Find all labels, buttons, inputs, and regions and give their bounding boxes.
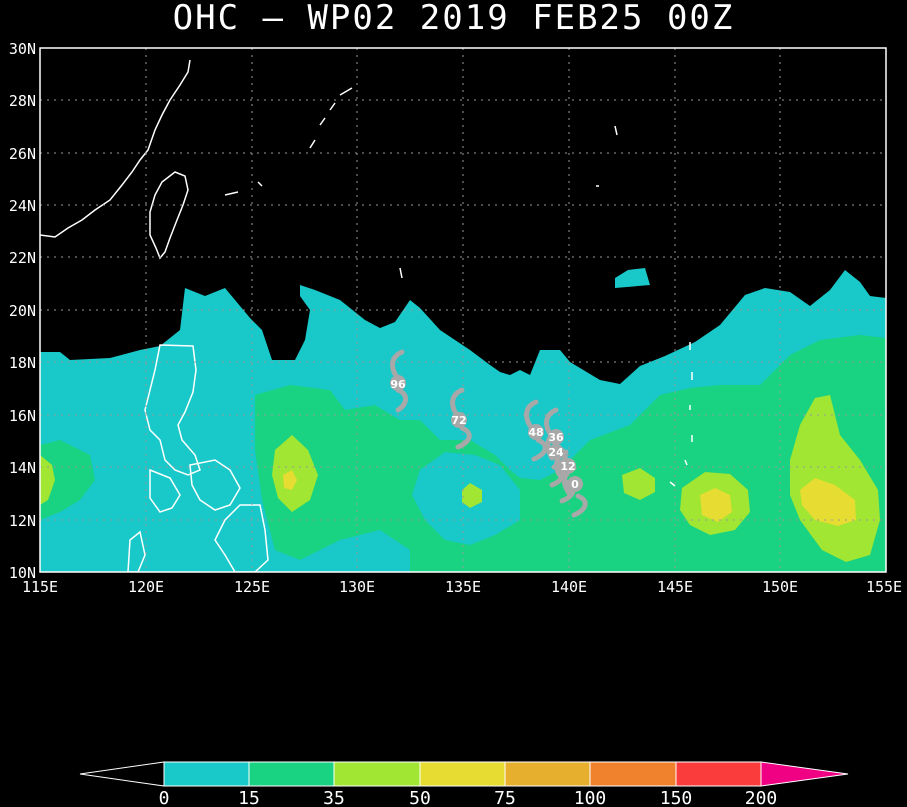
colorbar-segment	[163, 761, 250, 787]
map-frame	[39, 47, 887, 573]
map-title: OHC – WP02 2019 FEB25 00Z	[172, 0, 735, 38]
lon-label: 125E	[234, 578, 270, 596]
colorbar-label: 75	[494, 788, 516, 807]
lon-label: 140E	[551, 578, 587, 596]
lon-label: 150E	[762, 578, 798, 596]
colorbar-segment	[589, 761, 677, 787]
colorbar-segment	[504, 761, 591, 787]
track-label-48: 48	[528, 426, 543, 439]
storm-track-labels: 96 72 48 36 24 12 0	[390, 375, 583, 492]
ohc-region-35-50	[40, 395, 880, 562]
lon-label: 135E	[445, 578, 481, 596]
ohc-region-0-15-patch	[615, 268, 650, 288]
lon-label: 120E	[128, 578, 164, 596]
lat-label: 24N	[9, 197, 36, 215]
colorbar: 0 15 35 50 75 100 150 200	[79, 761, 849, 807]
lon-label: 115E	[22, 578, 58, 596]
colorbar-segment	[419, 761, 506, 787]
track-label-0: 0	[571, 478, 579, 491]
track-label-96: 96	[390, 378, 406, 391]
ryukyu-islands	[224, 87, 353, 196]
track-label-36: 36	[548, 431, 564, 444]
colorbar-label: 100	[574, 788, 607, 807]
ohc-region-50-75	[283, 470, 856, 526]
colorbar-label: 200	[745, 788, 778, 807]
visayas-coast	[127, 459, 269, 572]
colorbar-left-arrow	[79, 761, 165, 787]
colorbar-label: 35	[323, 788, 345, 807]
mariana-islands	[669, 342, 693, 487]
colorbar-segment	[675, 761, 762, 787]
lat-label: 30N	[9, 40, 36, 58]
lat-label: 20N	[9, 302, 36, 320]
lon-label: 155E	[866, 578, 902, 596]
track-label-24: 24	[548, 446, 564, 459]
colorbar-segment	[248, 761, 335, 787]
lat-label: 22N	[9, 249, 36, 267]
lon-label: 145E	[657, 578, 693, 596]
lat-label: 28N	[9, 92, 36, 110]
lat-label: 12N	[9, 512, 36, 530]
lat-label: 14N	[9, 459, 36, 477]
latitude-labels: 30N 28N 26N 24N 22N 20N 18N 16N 14N 12N …	[9, 40, 36, 582]
colorbar-label: 0	[159, 788, 170, 807]
lat-label: 16N	[9, 407, 36, 425]
track-label-72: 72	[451, 414, 466, 427]
lat-label: 26N	[9, 145, 36, 163]
lon-label: 130E	[339, 578, 375, 596]
ohc-region-15-35	[40, 335, 886, 572]
small-islands	[399, 125, 618, 279]
grid	[40, 48, 886, 572]
taiwan-coast	[149, 171, 189, 260]
colorbar-segment	[333, 761, 421, 787]
lat-label: 18N	[9, 354, 36, 372]
track-label-12: 12	[560, 460, 575, 473]
china-coast	[40, 59, 191, 238]
colorbar-label: 150	[660, 788, 693, 807]
longitude-labels: 115E 120E 125E 130E 135E 140E 145E 150E …	[22, 578, 902, 596]
lat-label: 10N	[9, 564, 36, 582]
colorbar-label: 50	[409, 788, 431, 807]
colorbar-right-arrow	[760, 761, 849, 787]
colorbar-label: 15	[238, 788, 260, 807]
coastlines	[40, 59, 693, 572]
